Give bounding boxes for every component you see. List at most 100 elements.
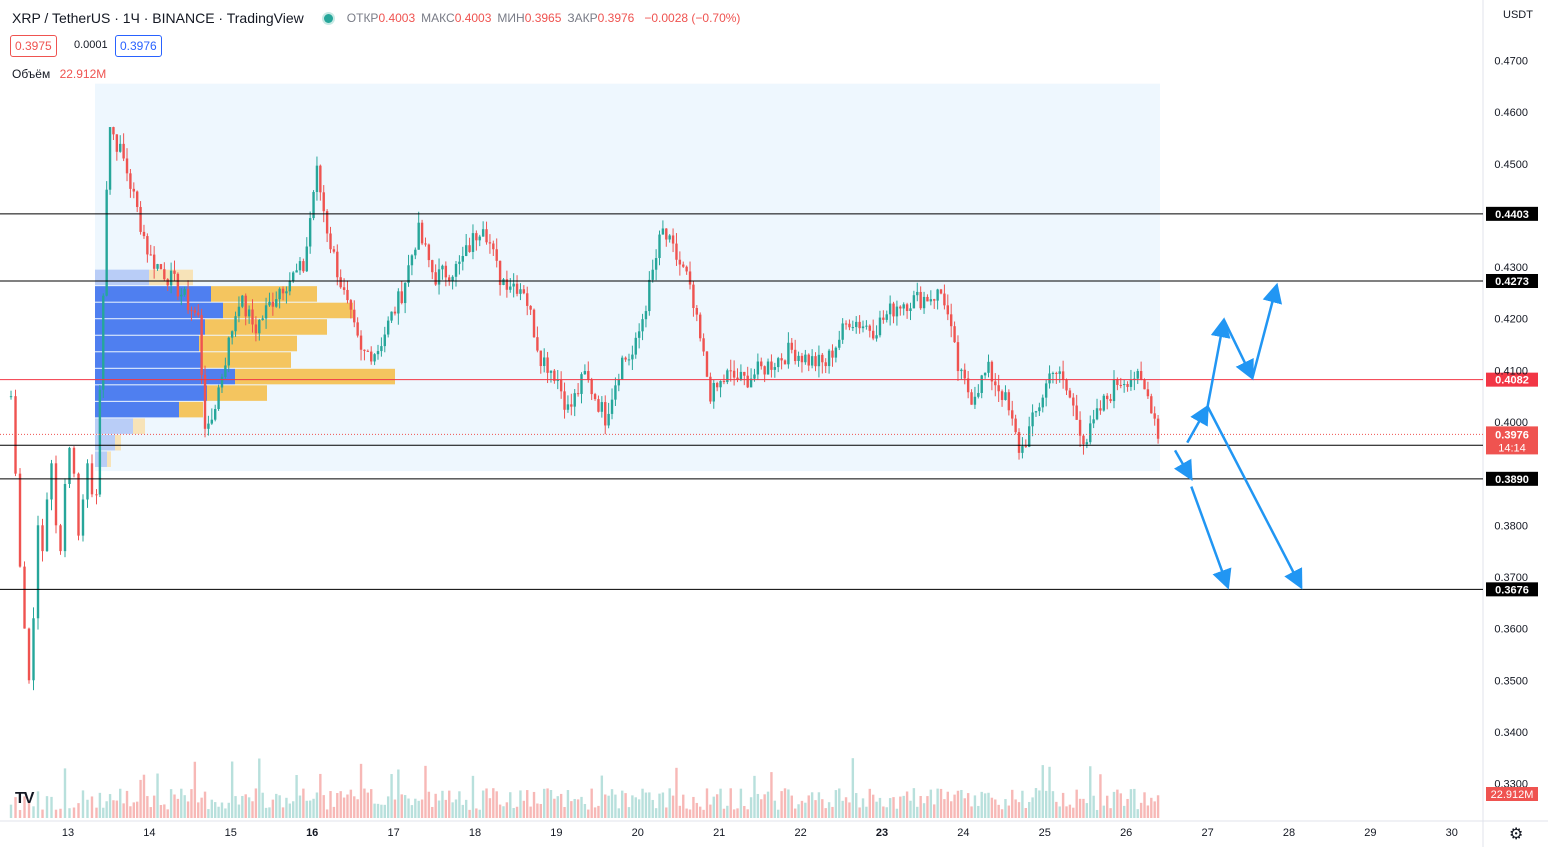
volume-bar [685,808,688,818]
volume-bar [705,788,709,818]
volume-bar [743,806,746,818]
volume-bar [729,788,732,818]
candle-body [885,314,888,320]
volume-bar [36,791,40,818]
candle-body [553,370,556,382]
candle-body [736,377,739,380]
volume-bar [102,807,105,818]
volume-bar [878,797,882,818]
volume-bar [424,765,427,818]
volume-bar [180,788,183,818]
volume-bar [471,775,475,818]
time-tick-label: 23 [876,827,888,839]
time-tick-label: 16 [306,827,318,839]
volume-bar [488,798,492,818]
candle-body [359,335,363,350]
candle-body [370,351,373,362]
volume-bar [719,788,722,818]
candle-body [247,309,251,317]
settings-gear-icon[interactable]: ⚙ [1509,826,1524,843]
volume-profile-blue-bar [95,385,207,401]
candle-body [108,127,112,190]
candle-body [861,326,865,329]
volume-bar [90,796,94,818]
volume-bar [1031,797,1034,818]
volume-bar [63,768,67,818]
volume-bar [990,797,994,818]
symbol-title[interactable]: XRP / TetherUS · 1Ч · BINANCE · TradingV… [12,10,304,26]
candle-body [868,325,871,331]
candle-body [699,314,702,339]
volume-bar [851,758,855,818]
volume-bar [275,793,278,818]
sell-price-button[interactable]: 0.3975 [10,35,57,57]
candle-body [804,354,807,363]
volume-bar [454,799,458,818]
low-value: 0.3965 [524,11,562,25]
volume-bar [115,800,119,818]
candle-body [475,233,478,241]
candle-body [224,365,227,377]
volume-bar [739,788,743,818]
candle-body [610,399,614,414]
volume-bar [135,801,139,818]
price-tick-label: 0.4300 [1494,262,1528,274]
volume-bar [902,795,905,818]
candle-body [119,143,122,152]
low-label: МИН [497,11,525,25]
volume-bar [1038,790,1041,818]
level-price-tag [1486,273,1538,288]
volume-bar [1139,802,1143,818]
candle-body [498,260,502,285]
volume-profile-blue-bar [95,352,201,368]
high-value: 0.4003 [454,11,492,25]
forecast-arrow [1173,449,1193,481]
candle-body [427,244,431,261]
candle-body [851,327,855,329]
candle-body [373,354,376,362]
volume-bar [32,806,35,818]
candle-body [41,525,44,552]
candle-body [800,355,804,363]
volume-bar [68,808,71,818]
candle-body [1156,418,1160,439]
candle-body [519,289,522,294]
volume-bar [14,797,17,818]
candle-body [298,261,302,271]
tradingview-logo[interactable]: TV [15,790,34,807]
volume-bar [1007,805,1011,818]
volume-bar [1150,797,1153,818]
candle-body [902,304,905,309]
candle-body [1000,391,1004,400]
candle-body [336,251,339,278]
candle-body [400,291,403,304]
buy-price-button[interactable]: 0.3976 [115,35,162,57]
volume-profile-blue-bar [95,302,223,319]
candle-body [607,413,610,426]
candle-body [386,320,390,335]
candle-body [302,261,305,272]
candle-body [244,295,247,317]
volume-bar [329,791,332,818]
candle-body [807,354,810,366]
candle-body [424,243,427,245]
volume-bar [926,796,929,818]
volume-bar [359,763,363,818]
candle-body [132,188,135,192]
candle-body [654,258,658,270]
level-price-tag [1486,206,1538,221]
candle-body [671,235,675,244]
candle-body [590,379,593,395]
volume-bar [86,799,89,818]
candle-body [695,308,699,315]
candle-body [783,360,787,365]
volume-bar [129,806,132,818]
volume-bar [264,807,268,818]
volume-bar [817,792,821,818]
volume-bar [288,803,292,818]
candle-body [916,291,919,296]
time-tick-label: 15 [225,827,237,839]
candle-body [98,389,102,495]
candle-body [471,233,475,252]
